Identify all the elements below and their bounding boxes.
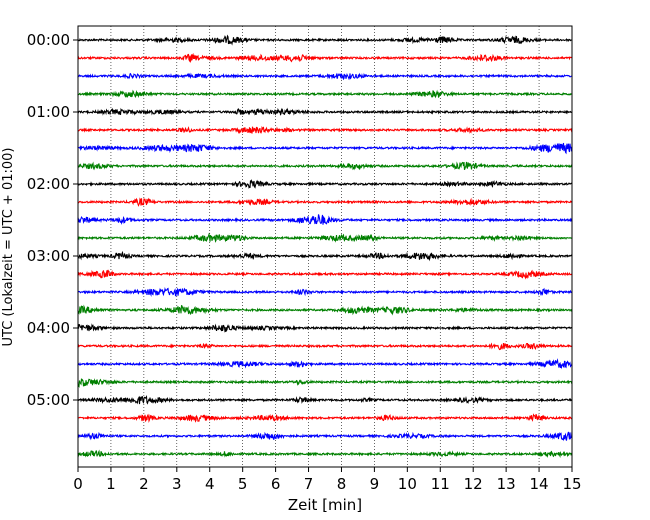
x-tick-label: 9 bbox=[370, 475, 380, 493]
x-tick-label: 5 bbox=[238, 475, 248, 493]
trace-0100 bbox=[77, 107, 573, 116]
trace-0515 bbox=[77, 413, 573, 423]
y-axis-label: UTC (Lokalzeit = UTC + 01:00) bbox=[1, 148, 16, 347]
y-tick-label: 02:00 bbox=[27, 175, 70, 193]
trace-0245 bbox=[77, 232, 573, 243]
y-tick-label: 03:00 bbox=[27, 247, 70, 265]
y-tick-label: 04:00 bbox=[27, 319, 70, 337]
x-tick-label: 7 bbox=[304, 475, 314, 493]
y-tick-label: 05:00 bbox=[27, 391, 70, 409]
trace-0315 bbox=[77, 269, 573, 280]
x-tick-label: 14 bbox=[530, 475, 549, 493]
trace-0015 bbox=[77, 52, 573, 64]
x-tick-label: 13 bbox=[497, 475, 516, 493]
y-tick-label: 01:00 bbox=[27, 103, 70, 121]
trace-0430 bbox=[77, 358, 573, 370]
trace-0400 bbox=[77, 323, 573, 333]
x-tick-label: 3 bbox=[172, 475, 182, 493]
y-axis: 00:00 01:00 02:00 03:00 04:00 05:00 bbox=[27, 31, 78, 409]
trace-0230 bbox=[77, 214, 573, 225]
trace-0030 bbox=[77, 72, 573, 81]
x-tick-label: 12 bbox=[464, 475, 483, 493]
x-tick-label: 15 bbox=[562, 475, 581, 493]
trace-group bbox=[77, 34, 573, 458]
x-tick-label: 0 bbox=[73, 475, 83, 493]
trace-0300 bbox=[77, 250, 573, 262]
trace-0130 bbox=[77, 142, 573, 155]
x-axis: 0 1 2 3 4 5 6 7 8 9 10 11 12 13 14 15 bbox=[73, 467, 582, 493]
x-tick-label: 11 bbox=[431, 475, 450, 493]
x-tick-label: 10 bbox=[398, 475, 417, 493]
trace-0145 bbox=[77, 161, 573, 171]
trace-0045 bbox=[77, 89, 573, 99]
trace-0200 bbox=[77, 179, 573, 189]
x-axis-label: Zeit [min] bbox=[288, 496, 362, 514]
plot-frame bbox=[77, 25, 573, 468]
x-tick-label: 2 bbox=[139, 475, 149, 493]
trace-0445 bbox=[77, 378, 573, 388]
x-tick-label: 8 bbox=[337, 475, 347, 493]
trace-0500 bbox=[77, 395, 573, 405]
trace-0330 bbox=[77, 287, 573, 297]
trace-0545 bbox=[77, 449, 573, 458]
x-tick-label: 6 bbox=[271, 475, 281, 493]
trace-0530 bbox=[77, 431, 573, 442]
trace-0415 bbox=[77, 342, 573, 351]
trace-0115 bbox=[77, 125, 573, 134]
x-tick-label: 4 bbox=[205, 475, 215, 493]
trace-0000 bbox=[77, 34, 573, 46]
y-tick-label: 00:00 bbox=[27, 31, 70, 49]
trace-0345 bbox=[77, 304, 573, 316]
x-tick-label: 1 bbox=[106, 475, 116, 493]
trace-0215 bbox=[77, 197, 573, 207]
